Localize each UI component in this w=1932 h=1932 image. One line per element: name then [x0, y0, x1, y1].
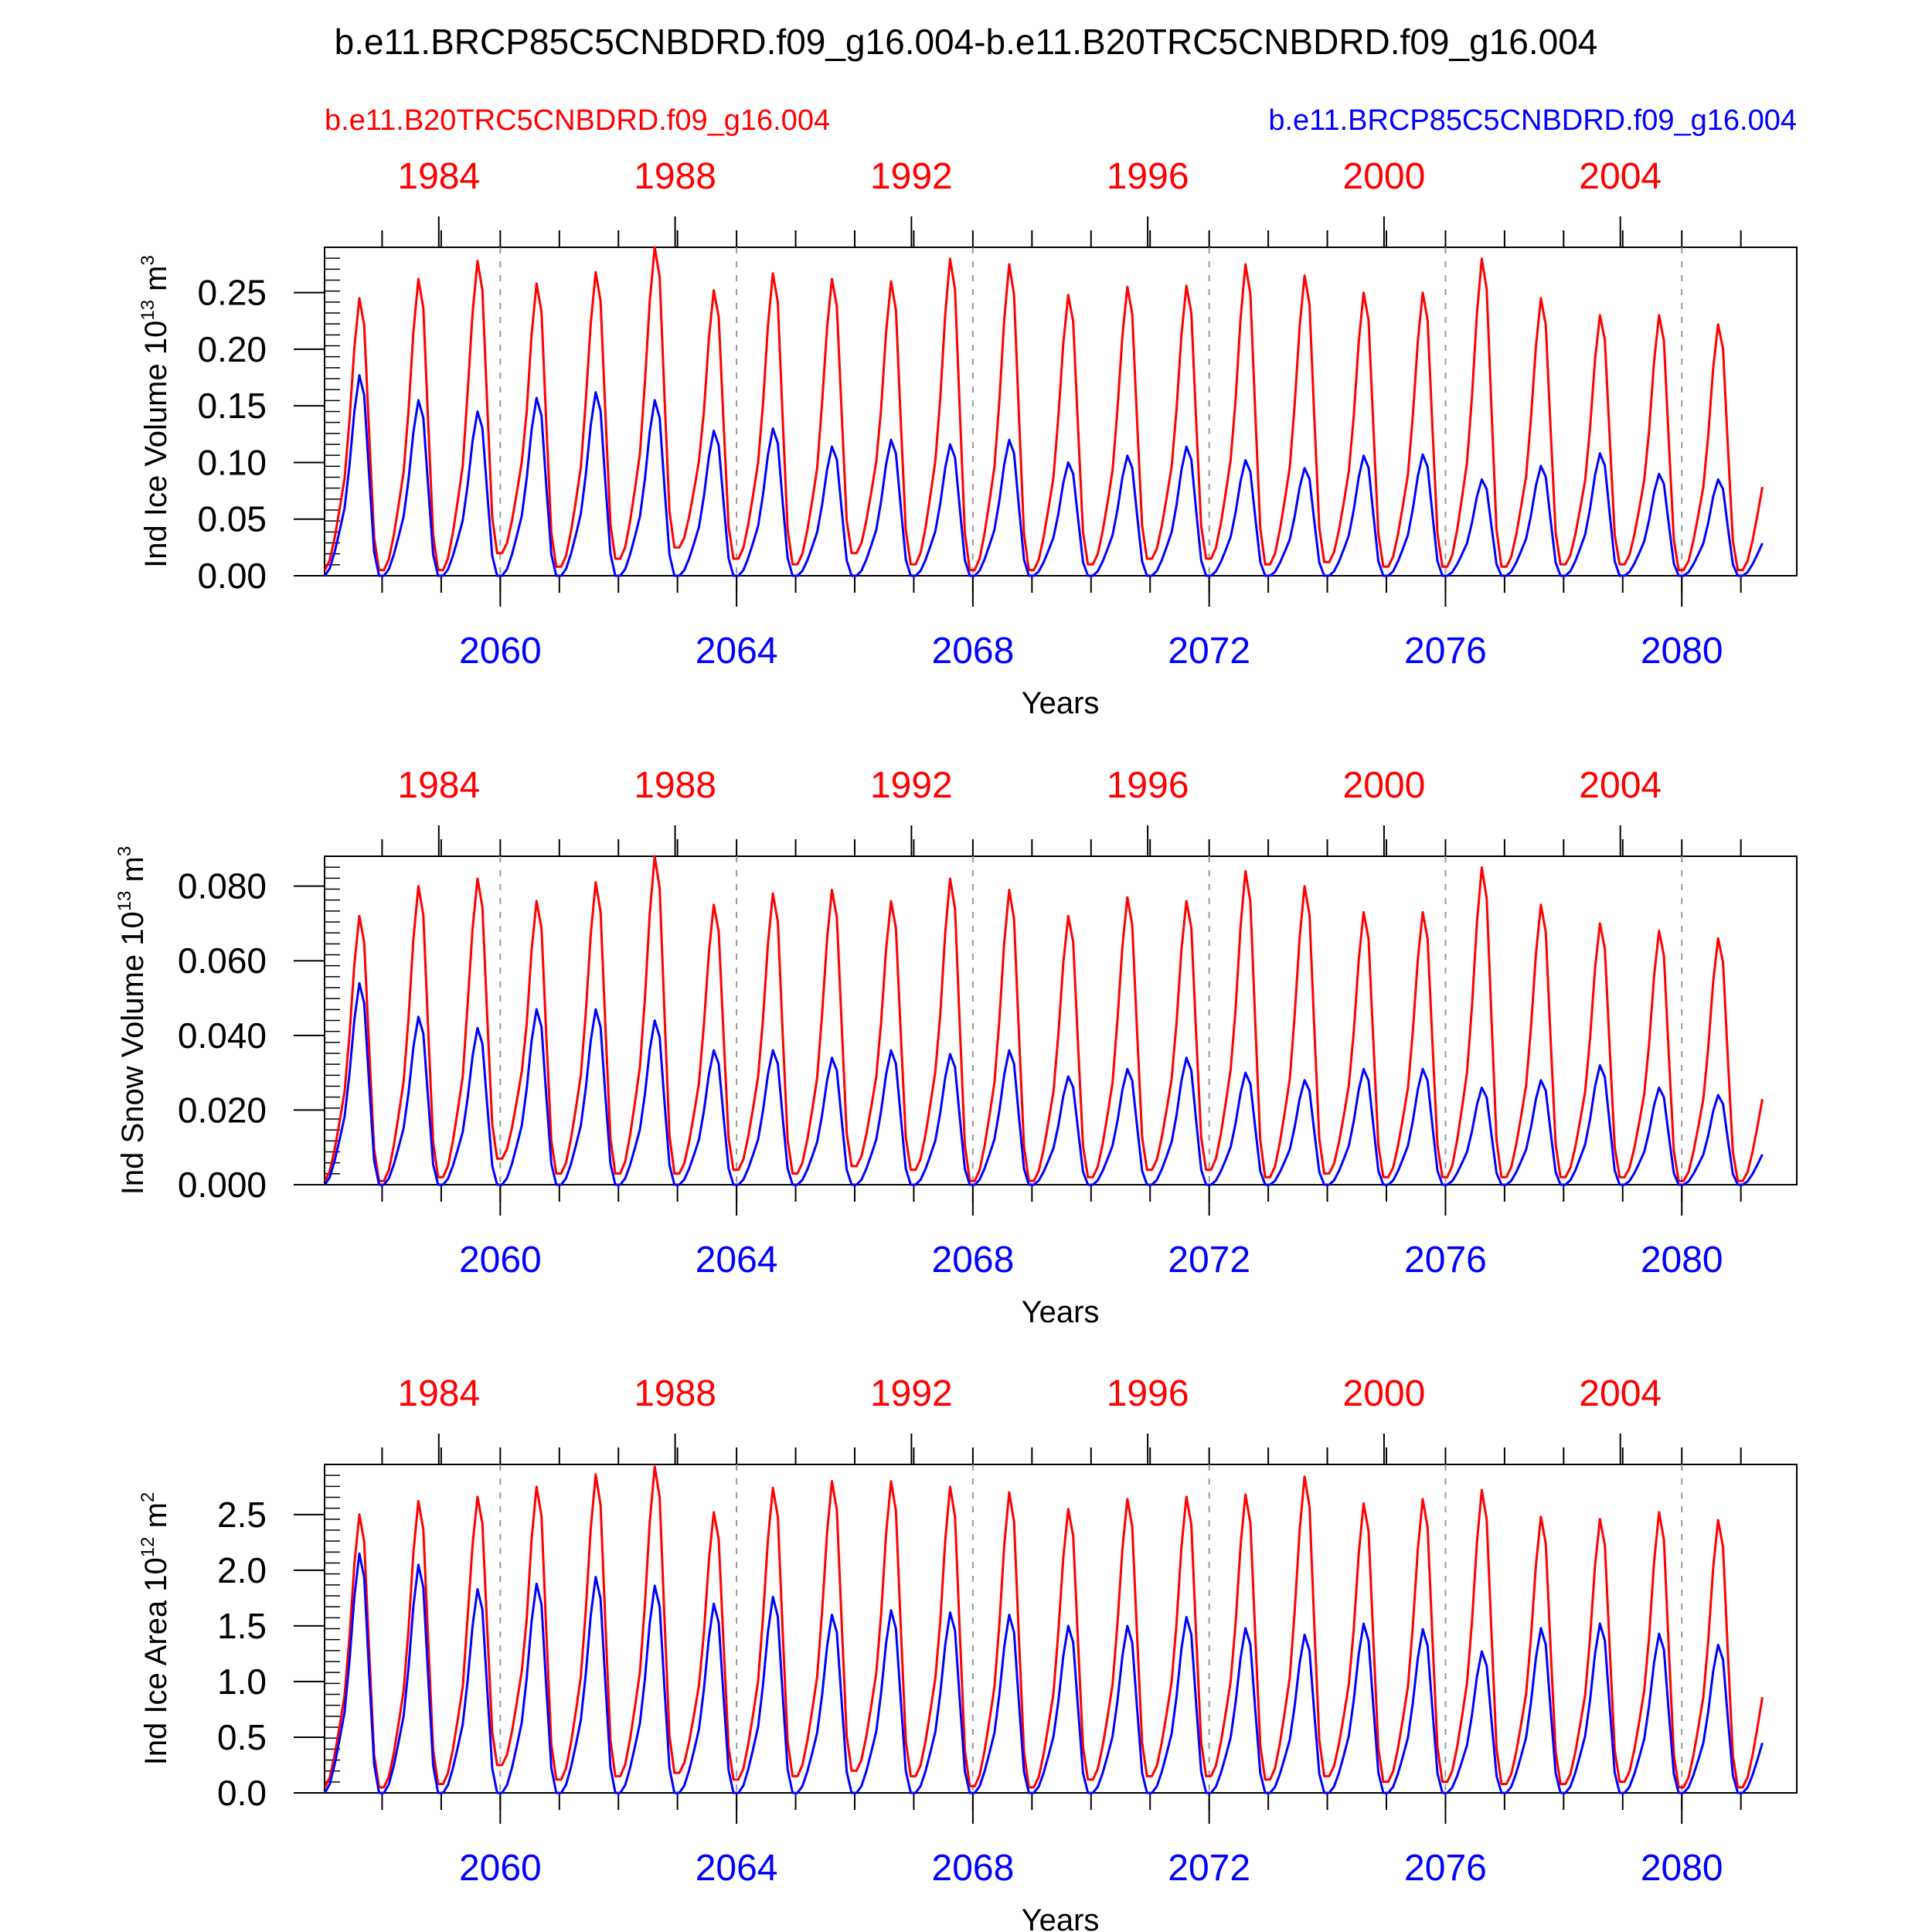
bottom-tick-label: 2064: [696, 1848, 778, 1889]
y-axis-label: Ind Ice Area 1012 m2: [138, 1492, 173, 1766]
top-tick-label: 1984: [397, 156, 480, 197]
y-tick-label: 0.060: [178, 940, 267, 981]
bottom-tick-label: 2072: [1168, 631, 1250, 672]
y-tick-label: 0.10: [197, 442, 267, 482]
top-tick-label: 1996: [1107, 765, 1189, 806]
bottom-tick-label: 2076: [1404, 1848, 1487, 1889]
bottom-tick-label: 2080: [1641, 631, 1723, 672]
bottom-tick-label: 2068: [932, 1240, 1015, 1281]
top-tick-label: 1992: [870, 765, 953, 806]
y-axis-label: Ind Ice Volume 1013 m3: [138, 255, 173, 568]
bottom-tick-label: 2076: [1404, 1240, 1487, 1281]
chart-panel-2: 1984 1988 1992 1996 2000 2004 2060 2064 2068 2072…: [114, 765, 1798, 1329]
y-tick-label: 0.020: [178, 1090, 267, 1130]
top-tick-label: 1996: [1107, 1373, 1189, 1414]
y-axis-label: Ind Snow Volume 1013 m3: [114, 846, 150, 1195]
bottom-tick-label: 2080: [1641, 1848, 1723, 1889]
bottom-tick-label: 2060: [459, 631, 542, 672]
top-tick-label: 1992: [870, 1373, 953, 1414]
top-tick-label: 2004: [1579, 1373, 1662, 1414]
y-tick-label: 0.00: [197, 556, 267, 596]
legend-blue-series-name: b.e11.BRCP85C5CNBDRD.f09_g16.004: [1268, 104, 1797, 137]
y-tick-label: 2.0: [217, 1550, 267, 1590]
series-line-blue: [324, 981, 1764, 1186]
y-tick-label: 0.5: [217, 1717, 267, 1757]
y-tick-label: 0.040: [178, 1015, 267, 1056]
series-line-blue: [324, 374, 1764, 577]
y-tick-label: 0.000: [178, 1165, 267, 1205]
chart-panel-3: 1984 1988 1992 1996 2000 2004 2060 2064 2068 2072…: [138, 1373, 1798, 1932]
bottom-tick-label: 2080: [1641, 1240, 1723, 1281]
top-tick-label: 2000: [1343, 1373, 1426, 1414]
top-tick-label: 1984: [397, 1373, 480, 1414]
top-tick-label: 1988: [634, 156, 716, 197]
bottom-tick-label: 2072: [1168, 1240, 1250, 1281]
y-tick-label: 1.5: [217, 1606, 267, 1646]
top-tick-label: 1988: [634, 1373, 716, 1414]
legend-red-series-name: b.e11.B20TRC5CNBDRD.f09_g16.004: [325, 104, 830, 137]
y-tick-label: 0.20: [197, 329, 267, 369]
y-tick-label: 0.080: [178, 866, 267, 906]
bottom-tick-label: 2064: [696, 1240, 778, 1281]
series-line-red: [324, 246, 1764, 572]
top-tick-label: 1996: [1107, 156, 1189, 197]
y-tick-label: 0.25: [197, 273, 267, 313]
top-tick-label: 2000: [1343, 156, 1426, 197]
top-tick-label: 1984: [397, 765, 480, 806]
main-title: b.e11.BRCP85C5CNBDRD.f09_g16.004-b.e11.B…: [335, 22, 1598, 62]
x-axis-label: Years: [1022, 686, 1100, 720]
bottom-tick-label: 2060: [459, 1848, 542, 1889]
bottom-tick-label: 2072: [1168, 1848, 1250, 1889]
top-tick-label: 2000: [1343, 765, 1426, 806]
x-axis-label: Years: [1022, 1903, 1100, 1932]
bottom-tick-label: 2060: [459, 1240, 542, 1281]
bottom-tick-label: 2068: [932, 631, 1015, 672]
x-axis-label: Years: [1022, 1295, 1100, 1329]
top-tick-label: 1992: [870, 156, 953, 197]
bottom-tick-label: 2076: [1404, 631, 1487, 672]
y-tick-label: 1.0: [217, 1662, 267, 1702]
y-tick-label: 0.05: [197, 499, 267, 539]
y-tick-label: 0.15: [197, 386, 267, 426]
top-tick-label: 1988: [634, 765, 716, 806]
chart-panel-1: 1984 1988 1992 1996 2000 2004 2060 2064 2068 2072…: [138, 156, 1798, 720]
top-tick-label: 2004: [1579, 156, 1662, 197]
bottom-tick-label: 2068: [932, 1848, 1015, 1889]
top-tick-label: 2004: [1579, 765, 1662, 806]
y-tick-label: 0.0: [217, 1773, 267, 1813]
bottom-tick-label: 2064: [696, 631, 778, 672]
series-line-blue: [324, 1552, 1764, 1794]
series-line-red: [324, 1465, 1764, 1789]
y-tick-label: 2.5: [217, 1495, 267, 1535]
series-line-red: [324, 855, 1764, 1182]
